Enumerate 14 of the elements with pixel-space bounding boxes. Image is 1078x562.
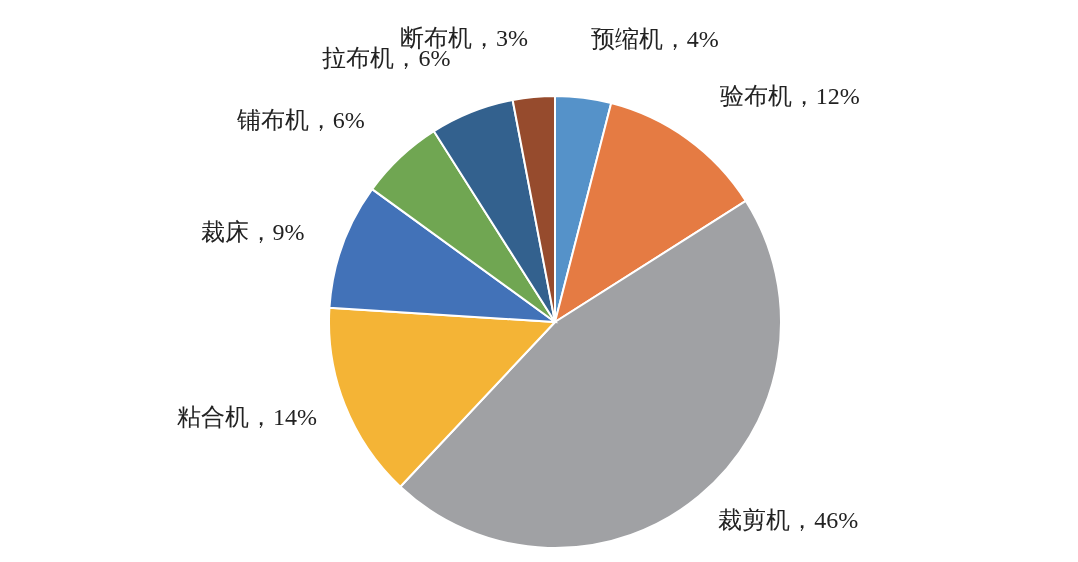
slice-label: 粘合机 <box>176 403 249 430</box>
slice-label: 预缩机 <box>590 25 663 52</box>
data-label: ，3% <box>472 24 529 51</box>
data-label: ，14% <box>248 403 317 430</box>
data-label: ，9% <box>248 219 305 246</box>
slice-label: 铺布机 <box>235 106 309 133</box>
slice-label: 验布机 <box>719 82 792 109</box>
data-label: ，46% <box>790 506 859 533</box>
slice-label: 拉布机 <box>322 45 395 72</box>
slice-label: 裁剪机 <box>718 506 791 533</box>
data-label: ，12% <box>791 82 860 109</box>
slice-label: 裁床 <box>200 219 249 246</box>
data-label: ，4% <box>662 25 719 52</box>
data-label: ，6% <box>308 106 365 133</box>
